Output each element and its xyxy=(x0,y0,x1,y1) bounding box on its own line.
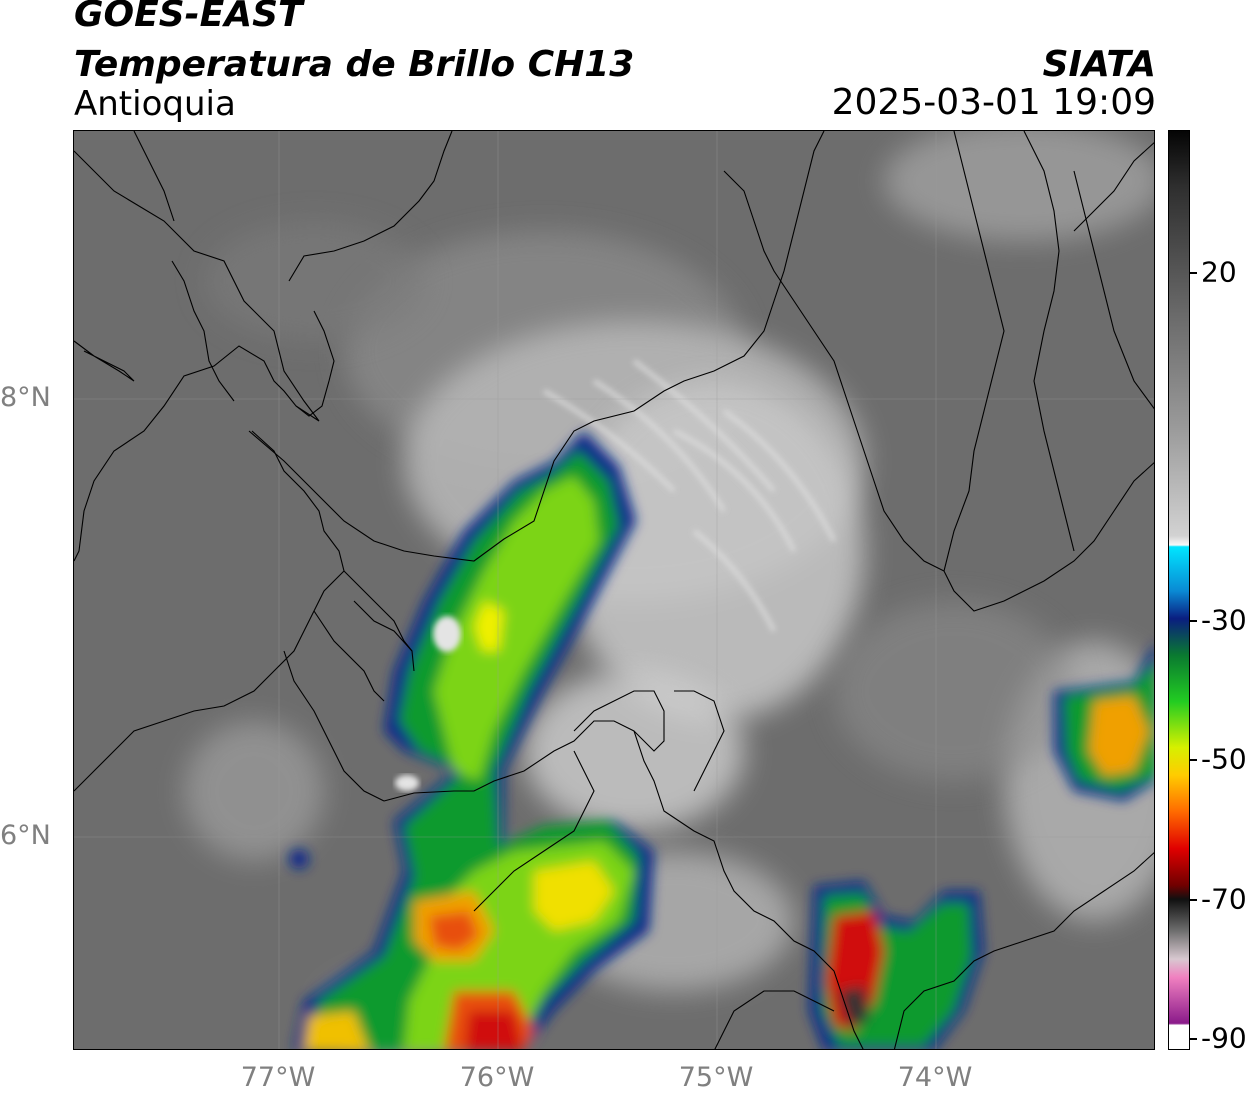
political-borders xyxy=(74,131,1154,1049)
colorbar-tick-neg50 xyxy=(1190,759,1197,761)
agency-label: SIATA xyxy=(1042,44,1156,85)
colorbar-label-neg30: -30 xyxy=(1201,603,1247,637)
graticule xyxy=(74,131,1154,1049)
colorbar-label-20: 20 xyxy=(1201,255,1237,289)
colorbar-tick-20 xyxy=(1190,272,1197,274)
colorbar xyxy=(1168,130,1190,1050)
region-subtitle: Antioquia xyxy=(74,84,236,124)
colorbar-label-neg90: -90 xyxy=(1201,1021,1247,1055)
lon-label-76w: 76°W xyxy=(459,1062,535,1093)
map-canvas xyxy=(74,131,1154,1049)
satellite-map xyxy=(73,130,1155,1050)
colorbar-label-neg70: -70 xyxy=(1201,882,1247,916)
lon-label-77w: 77°W xyxy=(240,1062,316,1093)
datetime-label: 2025-03-01 19:09 xyxy=(831,82,1156,123)
lon-label-74w: 74°W xyxy=(897,1062,973,1093)
colorbar-gradient xyxy=(1169,131,1189,1049)
colorbar-label-neg50: -50 xyxy=(1201,742,1247,776)
colorbar-tick-neg90 xyxy=(1190,1038,1197,1040)
product-title: Temperatura de Brillo CH13 xyxy=(74,44,635,85)
lon-label-75w: 75°W xyxy=(678,1062,754,1093)
colorbar-tick-neg70 xyxy=(1190,899,1197,901)
lat-label-6n: 6°N xyxy=(0,820,51,851)
satellite-title: GOES-EAST xyxy=(74,0,303,35)
convective-cells xyxy=(289,431,1154,1049)
lat-label-8n: 8°N xyxy=(0,382,51,413)
colorbar-tick-neg30 xyxy=(1190,620,1197,622)
